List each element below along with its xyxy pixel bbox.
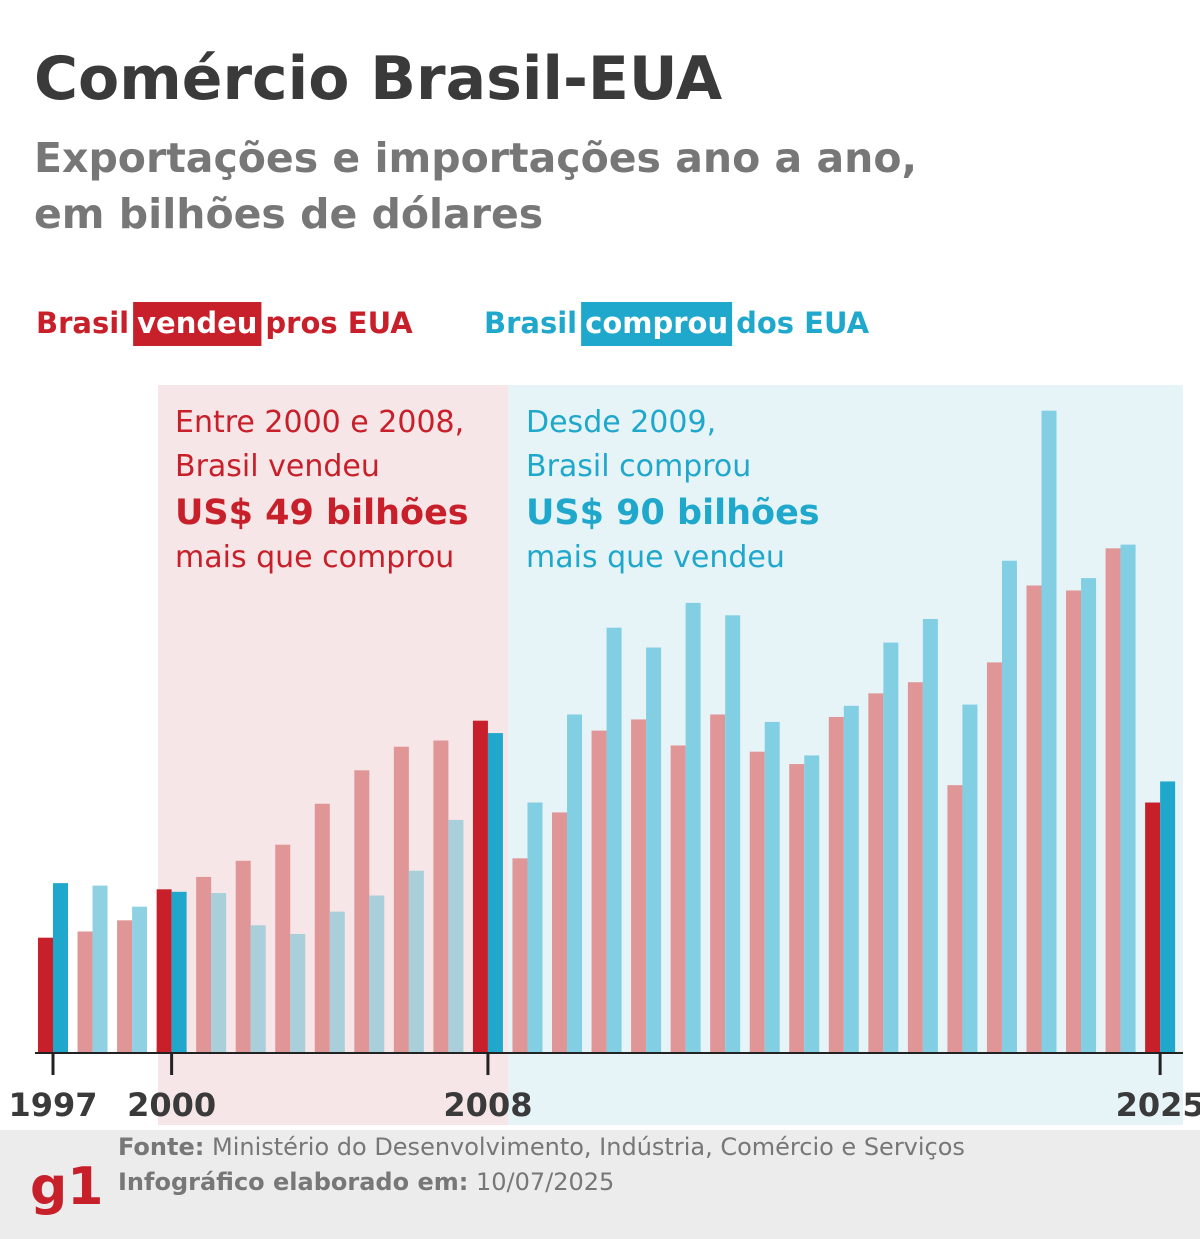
date-text: 10/07/2025 bbox=[476, 1168, 614, 1196]
bar bbox=[527, 802, 543, 1053]
bar bbox=[552, 812, 568, 1053]
bar bbox=[487, 733, 503, 1053]
bar bbox=[1066, 590, 1082, 1053]
legend-swatch bbox=[581, 302, 733, 346]
bar bbox=[408, 870, 424, 1053]
bar bbox=[883, 642, 899, 1053]
bar bbox=[132, 906, 148, 1053]
bar bbox=[947, 785, 963, 1053]
bar bbox=[369, 895, 385, 1053]
x-tick-label: 1997 bbox=[8, 1086, 97, 1124]
bar bbox=[986, 662, 1002, 1053]
bar bbox=[1001, 560, 1017, 1053]
annotation: Brasil vendeu bbox=[175, 449, 380, 484]
bar bbox=[512, 858, 528, 1053]
annotation: Brasil comprou bbox=[526, 449, 751, 484]
logo: g1 bbox=[30, 1157, 103, 1217]
subtitle: em bilhões de dólares bbox=[34, 190, 543, 238]
bar bbox=[843, 705, 859, 1053]
annotation: US$ 49 bilhões bbox=[175, 493, 469, 533]
annotation: Entre 2000 e 2008, bbox=[175, 405, 464, 440]
bar bbox=[606, 627, 622, 1053]
bar bbox=[1160, 781, 1176, 1053]
source-text: Ministério do Desenvolvimento, Indústria… bbox=[212, 1133, 965, 1161]
x-tick-label: 2000 bbox=[127, 1086, 216, 1124]
bar bbox=[749, 751, 765, 1053]
bar bbox=[962, 704, 978, 1053]
bar bbox=[117, 920, 133, 1053]
bar bbox=[725, 615, 741, 1053]
source-label: Fonte: bbox=[118, 1133, 204, 1161]
x-tick-label: 2008 bbox=[443, 1086, 532, 1124]
bar bbox=[250, 925, 266, 1053]
bar bbox=[789, 764, 805, 1053]
bar bbox=[868, 693, 884, 1053]
bar bbox=[764, 721, 780, 1053]
x-tick-label: 2025 bbox=[1116, 1086, 1200, 1124]
bar bbox=[275, 844, 291, 1053]
bar bbox=[156, 889, 172, 1053]
bar bbox=[591, 730, 607, 1053]
annotation: mais que vendeu bbox=[526, 540, 785, 575]
bar bbox=[922, 619, 938, 1053]
annotation: Desde 2009, bbox=[526, 405, 716, 440]
bar bbox=[1145, 802, 1161, 1053]
footer-band bbox=[0, 1130, 1200, 1239]
legend-text: Brasil bbox=[484, 306, 577, 340]
bar bbox=[235, 860, 251, 1053]
chart-title: Comércio Brasil-EUA bbox=[34, 44, 723, 114]
date-label: Infográfico elaborado em: bbox=[118, 1168, 468, 1196]
bar bbox=[354, 770, 370, 1053]
bar bbox=[631, 719, 647, 1053]
bar bbox=[907, 682, 923, 1053]
bar bbox=[171, 891, 187, 1053]
bar bbox=[685, 602, 701, 1053]
bar bbox=[1041, 410, 1057, 1053]
bar bbox=[53, 883, 68, 1053]
bar bbox=[1105, 548, 1121, 1053]
legend-swatch bbox=[133, 302, 262, 346]
bar bbox=[290, 933, 306, 1053]
legend-label: comprou bbox=[585, 306, 728, 340]
bar bbox=[1081, 578, 1097, 1053]
legend-text: Brasil bbox=[36, 306, 129, 340]
bar bbox=[393, 746, 409, 1053]
bar bbox=[670, 745, 686, 1053]
bar bbox=[448, 819, 464, 1053]
bar bbox=[433, 740, 449, 1053]
date: Infográfico elaborado em: 10/07/2025 bbox=[118, 1168, 614, 1196]
bar bbox=[804, 755, 820, 1053]
bar bbox=[211, 893, 227, 1053]
bar bbox=[92, 885, 108, 1053]
bar bbox=[472, 720, 488, 1053]
bar bbox=[1120, 544, 1136, 1053]
bar bbox=[710, 714, 726, 1053]
bar bbox=[828, 716, 844, 1053]
source: Fonte: Ministério do Desenvolvimento, In… bbox=[118, 1133, 965, 1161]
legend-text: dos EUA bbox=[736, 306, 870, 340]
bar bbox=[646, 647, 662, 1053]
bar bbox=[567, 714, 583, 1053]
annotation: mais que comprou bbox=[175, 540, 454, 575]
bar bbox=[329, 911, 345, 1053]
bar bbox=[196, 876, 212, 1053]
bar bbox=[1026, 585, 1042, 1053]
bar bbox=[38, 937, 53, 1053]
annotation: US$ 90 bilhões bbox=[526, 493, 820, 533]
bar bbox=[77, 931, 93, 1053]
legend-text: pros EUA bbox=[265, 306, 413, 340]
subtitle: Exportações e importações ano a ano, bbox=[34, 134, 917, 182]
bar bbox=[314, 803, 330, 1053]
legend-label: vendeu bbox=[137, 306, 257, 340]
